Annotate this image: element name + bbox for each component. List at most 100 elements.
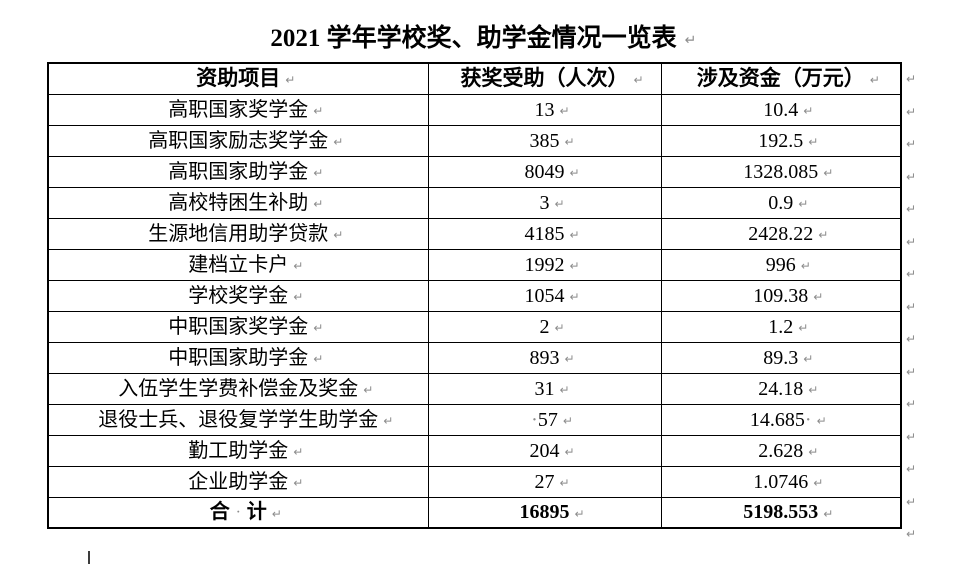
cell-count[interactable]: 2 ↵ (427, 310, 662, 343)
cell-project[interactable]: 中职国家奖学金 ↵ (47, 310, 429, 343)
cell-project[interactable]: 建档立卡户 ↵ (47, 248, 429, 281)
cell-wrap: 退役士兵、退役复学学生助学金 ↵ (98, 410, 393, 430)
cell-end-mark-icon: ↵ (562, 414, 573, 429)
document-title[interactable]: 2021 学年学校奖、助学金情况一览表 ↵ (47, 25, 900, 53)
cell-wrap: 1328.085 ↵ (743, 160, 833, 183)
cell-text: 1.0746 (753, 470, 809, 493)
cell-wrap: 2 ↵ (540, 317, 565, 337)
cell-count[interactable]: 385 ↵ (427, 124, 662, 157)
cell-text: 192.5 (758, 129, 804, 152)
cell-end-mark-icon: ↵ (285, 73, 296, 88)
cell-count[interactable]: 1054 ↵ (427, 279, 662, 312)
cell-wrap: 高职国家奖学金 ↵ (168, 100, 323, 120)
cell-wrap: 1054 ↵ (525, 286, 580, 306)
cell-amount[interactable]: 24.18 ↵ (660, 372, 902, 405)
cell-wrap: 高职国家助学金 ↵ (168, 162, 323, 182)
cell-project[interactable]: 学校奖学金 ↵ (47, 279, 429, 312)
cell-project[interactable]: 高校特困生补助 ↵ (47, 186, 429, 219)
cell-amount[interactable]: 192.5 ↵ (660, 124, 902, 157)
cell-end-mark-icon: ↵ (633, 73, 644, 88)
cell-amount[interactable]: 10.4 ↵ (660, 93, 902, 126)
cell-end-mark-icon: ↵ (803, 352, 814, 367)
cell-count[interactable]: 1992 ↵ (427, 248, 662, 281)
cell-text: 996 (765, 253, 796, 276)
cell-end-mark-icon: ↵ (293, 445, 304, 460)
cell-project[interactable]: 生源地信用助学贷款 ↵ (47, 217, 429, 250)
cell-project[interactable]: 高职国家奖学金 ↵ (47, 93, 429, 126)
cell-count[interactable]: 31 ↵ (427, 372, 662, 405)
cell-count[interactable]: 13 ↵ (427, 93, 662, 126)
table-row: 高职国家奖学金 ↵ 13 ↵ 10.4 ↵ (47, 93, 902, 126)
cell-project[interactable]: 入伍学生学费补偿金及奖金 ↵ (47, 372, 429, 405)
cell-wrap: 13 ↵ (534, 98, 570, 121)
header-text: 获奖受助（人次） (460, 66, 629, 91)
cell-wrap: 高职国家励志奖学金 ↵ (148, 131, 343, 151)
cell-count[interactable]: 4185 ↵ (427, 217, 662, 250)
cell-wrap: 996 ↵ (765, 253, 811, 276)
cell-project[interactable]: 高职国家助学金 ↵ (47, 155, 429, 188)
cell-wrap: 入伍学生学费补偿金及奖金 ↵ (118, 379, 373, 399)
space-mark-icon: · (531, 408, 538, 431)
header-cell-amount[interactable]: 涉及资金（万元） ↵ (660, 62, 902, 95)
cell-text: 31 (534, 377, 555, 400)
cell-project[interactable]: 企业助学金 ↵ (47, 465, 429, 498)
cell-amount[interactable]: 2.628 ↵ (660, 434, 902, 467)
cell-amount[interactable]: 1328.085 ↵ (660, 155, 902, 188)
cell-text: 13 (534, 98, 555, 121)
cell-end-mark-icon: ↵ (313, 197, 324, 212)
cell-amount[interactable]: 996 ↵ (660, 248, 902, 281)
cell-count[interactable]: 8049 ↵ (427, 155, 662, 188)
header-cell-count[interactable]: 获奖受助（人次） ↵ (427, 62, 662, 95)
cell-end-mark-icon: ↵ (569, 166, 580, 181)
cell-amount[interactable]: 0.9 ↵ (660, 186, 902, 219)
total-label-cell[interactable]: 合 · 计 ↵ (47, 496, 429, 529)
cell-end-mark-icon: ↵ (554, 321, 565, 336)
cell-project[interactable]: 中职国家助学金 ↵ (47, 341, 429, 374)
cell-amount[interactable]: 1.0746 ↵ (660, 465, 902, 498)
cell-count[interactable]: 893 ↵ (427, 341, 662, 374)
row-end-mark-icon: ↵ (906, 104, 917, 119)
cell-text: 中职国家奖学金 (168, 315, 309, 338)
row-end-mark-icon: ↵ (906, 527, 917, 541)
header-text: 资助项目 (196, 66, 281, 91)
table-row: 生源地信用助学贷款 ↵ 4185 ↵ 2428.22 ↵ (47, 217, 902, 250)
cell-wrap: 385 ↵ (530, 131, 575, 151)
cell-text: 勤工助学金 (188, 439, 289, 462)
cell-project[interactable]: 高职国家励志奖学金 ↵ (47, 124, 429, 157)
cell-end-mark-icon: ↵ (363, 383, 374, 398)
cell-end-mark-icon: ↵ (333, 228, 344, 243)
cell-count[interactable]: 27 ↵ (427, 465, 662, 498)
row-end-mark-icon: ↵ (906, 202, 917, 216)
cell-text: 893 (529, 346, 560, 369)
cell-text: 3 (539, 191, 550, 214)
cell-end-mark-icon: ↵ (823, 166, 834, 181)
cell-amount[interactable]: 14.685· ↵ (660, 403, 902, 436)
cell-wrap: 中职国家奖学金 ↵ (168, 315, 323, 338)
cell-amount[interactable]: 109.38 ↵ (660, 279, 902, 312)
cell-amount[interactable]: 89.3 ↵ (660, 341, 902, 374)
total-count-cell[interactable]: 16895 ↵ (427, 496, 662, 529)
row-end-mark-icon: ↵ (906, 299, 917, 314)
cell-amount[interactable]: 2428.22 ↵ (660, 217, 902, 250)
cell-end-mark-icon: ↵ (293, 476, 304, 491)
cell-end-mark-icon: ↵ (808, 445, 819, 460)
cell-project[interactable]: 勤工助学金 ↵ (47, 434, 429, 467)
cell-count[interactable]: 3 ↵ (427, 186, 662, 219)
row-end-mark-icon: ↵ (906, 397, 917, 411)
cell-wrap: 89.3 ↵ (763, 348, 813, 368)
cell-end-mark-icon: ↵ (823, 506, 834, 521)
cell-amount[interactable]: 1.2 ↵ (660, 310, 902, 343)
cell-count[interactable]: 204 ↵ (427, 434, 662, 467)
total-amount-cell[interactable]: 5198.553 ↵ (660, 496, 902, 529)
cell-text: 2428.22 (748, 222, 814, 245)
cell-text: 高校特困生补助 (168, 191, 309, 214)
cell-count[interactable]: ·57 ↵ (427, 403, 662, 436)
cell-wrap: 8049 ↵ (525, 162, 580, 182)
cell-text: 建档立卡户 (188, 253, 289, 276)
cell-project[interactable]: 退役士兵、退役复学学生助学金 ↵ (47, 403, 429, 436)
cell-end-mark-icon: ↵ (803, 104, 814, 119)
header-cell-project[interactable]: 资助项目 ↵ (47, 62, 429, 95)
cell-text: 1328.085 (743, 160, 819, 183)
cell-text: 14.685 (749, 408, 805, 431)
